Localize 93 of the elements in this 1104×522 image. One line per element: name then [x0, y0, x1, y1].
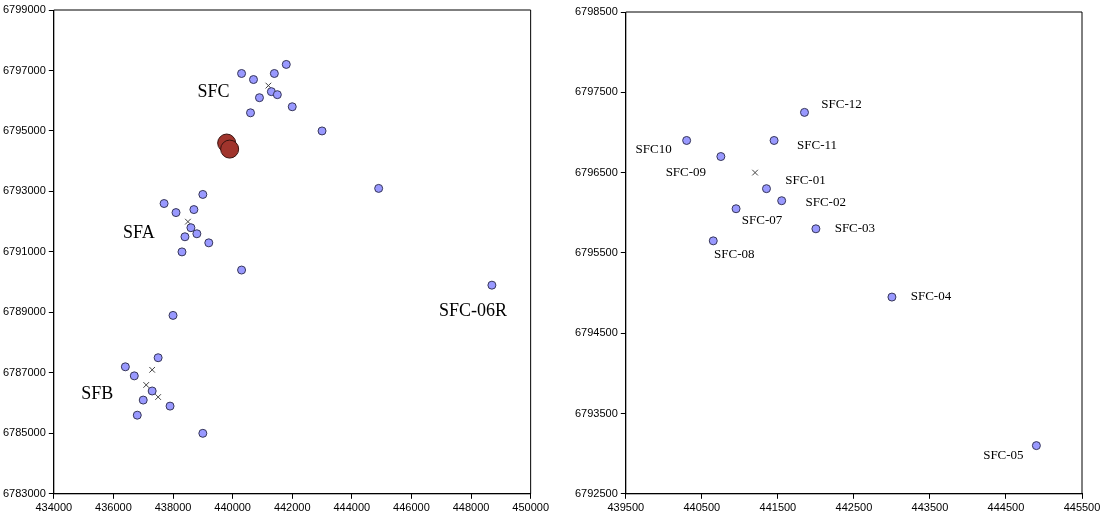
x-tick-label: 438000: [154, 501, 192, 514]
y-tick-label: 6795000: [3, 123, 46, 136]
x-tick-label: 443500: [911, 501, 949, 514]
y-tick-label: 6792500: [575, 486, 618, 499]
point: [887, 292, 897, 302]
x-tick-label: 441500: [759, 501, 797, 514]
point: [246, 108, 256, 118]
annotation: SFC-11: [797, 136, 838, 152]
point: [269, 69, 279, 78]
point: [159, 199, 169, 209]
point: [254, 93, 264, 103]
point: [731, 204, 741, 214]
point: [799, 107, 809, 117]
x-tick-label: 444500: [987, 501, 1025, 514]
annotation: SFC-05: [983, 447, 1024, 463]
point: [198, 189, 208, 199]
x-tick-label: 436000: [95, 501, 132, 514]
x-tick-label: 439500: [607, 501, 645, 514]
point: [769, 135, 779, 145]
x-tick-label: 446000: [393, 501, 430, 514]
point: [189, 205, 199, 215]
annotation: SFB: [81, 382, 114, 403]
y-tick-label: 6785000: [3, 426, 46, 439]
point: [198, 428, 208, 438]
point: [132, 410, 142, 420]
y-tick-label: 6799000: [3, 3, 46, 16]
x-tick-label: 442500: [835, 501, 873, 514]
point: [1031, 441, 1041, 451]
point: [487, 280, 497, 290]
point: [184, 218, 192, 225]
annotation: SFC-03: [834, 220, 876, 236]
point: [281, 59, 291, 69]
point: [138, 395, 148, 405]
annotation: SFC-02: [805, 194, 846, 210]
y-tick-label: 6793000: [3, 184, 46, 197]
point: [716, 152, 726, 162]
point: [248, 75, 258, 85]
y-tick-label: 6789000: [3, 305, 46, 318]
y-tick-label: 6794500: [575, 326, 618, 339]
annotation: SFC-09: [665, 163, 707, 179]
point: [374, 183, 384, 193]
x-tick-label: 450000: [512, 501, 550, 514]
annotation: SFC-04: [910, 288, 952, 304]
y-tick-label: 6783000: [3, 486, 46, 499]
point: [153, 353, 163, 363]
annotation: SFC-01: [785, 172, 826, 188]
y-tick-label: 6795500: [575, 245, 618, 258]
y-tick-label: 6796500: [575, 165, 618, 178]
x-tick-label: 444000: [333, 501, 371, 514]
annotation: SFC10: [635, 140, 672, 156]
point: [204, 238, 214, 248]
point: [168, 310, 178, 320]
y-tick-label: 6797000: [3, 63, 46, 76]
point: [761, 184, 771, 194]
point: [272, 90, 282, 100]
point: [317, 126, 327, 136]
x-tick-label: 448000: [452, 501, 490, 514]
point: [237, 69, 247, 78]
point: [751, 169, 759, 176]
point: [682, 135, 692, 145]
point: [237, 265, 247, 275]
annotation: SFC-06R: [438, 299, 507, 320]
annotation: SFA: [123, 222, 155, 243]
point: [180, 232, 190, 242]
point: [287, 102, 297, 112]
x-tick-label: 440000: [214, 501, 251, 514]
y-tick-label: 6791000: [3, 244, 46, 257]
annotation: SFC-07: [741, 212, 783, 228]
point: [165, 401, 175, 411]
point: [777, 196, 787, 206]
point: [120, 362, 130, 372]
annotation: SFC-08: [714, 246, 755, 262]
y-tick-label: 6793500: [575, 406, 618, 419]
annotation: SFC-12: [821, 95, 862, 111]
x-tick-label: 440500: [683, 501, 721, 514]
point: [186, 223, 196, 233]
y-tick-label: 6797500: [575, 85, 618, 98]
point: [811, 224, 821, 234]
point: [171, 208, 181, 218]
point: [147, 386, 157, 396]
x-tick-label: 445500: [1063, 501, 1101, 514]
point: [129, 371, 139, 381]
x-tick-label: 442000: [273, 501, 311, 514]
y-tick-label: 6798500: [575, 5, 618, 18]
y-tick-label: 6787000: [3, 365, 46, 378]
point: [148, 366, 156, 374]
x-tick-label: 434000: [35, 501, 73, 514]
point: [142, 381, 150, 389]
point: [708, 236, 718, 246]
point: [192, 229, 202, 239]
annotation: SFC: [197, 81, 230, 102]
point: [177, 247, 187, 257]
point: [154, 393, 162, 401]
